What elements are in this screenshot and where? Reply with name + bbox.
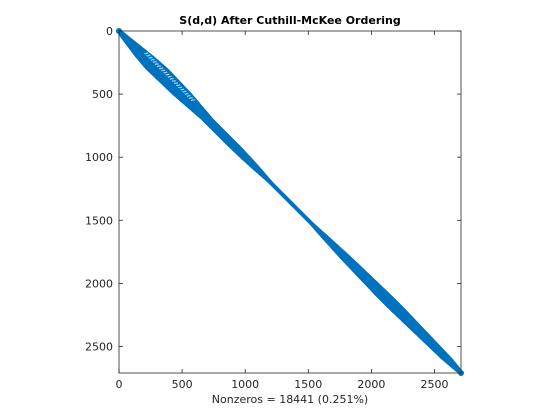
x-axis-label: Nonzeros = 18441 (0.251%) — [212, 393, 368, 406]
y-tick-label: 0 — [106, 25, 113, 38]
band-gap — [146, 52, 196, 101]
chart-title: S(d,d) After Cuthill-McKee Ordering — [179, 14, 400, 27]
x-tick-label: 500 — [172, 378, 193, 391]
x-tick-label: 0 — [116, 378, 123, 391]
y-tick-label: 1000 — [85, 151, 113, 164]
y-tick-label: 2000 — [85, 277, 113, 290]
band-gap — [144, 52, 193, 102]
y-tick-label: 1500 — [85, 214, 113, 227]
y-tick-label: 2500 — [85, 340, 113, 353]
y-tick-label: 500 — [92, 88, 113, 101]
x-tick-label: 1000 — [231, 378, 259, 391]
x-tick-label: 1500 — [294, 378, 322, 391]
band-layer — [116, 28, 464, 376]
plot-axes-box — [118, 30, 462, 374]
x-tick-label: 2500 — [420, 378, 448, 391]
tick-layer: 0 500 1000 1500 2000 2500 0 500 1000 1500 2000 2500 — [85, 25, 461, 391]
main-diagonal — [117, 29, 463, 375]
band-gap — [145, 52, 194, 102]
x-tick-label: 2000 — [357, 378, 385, 391]
